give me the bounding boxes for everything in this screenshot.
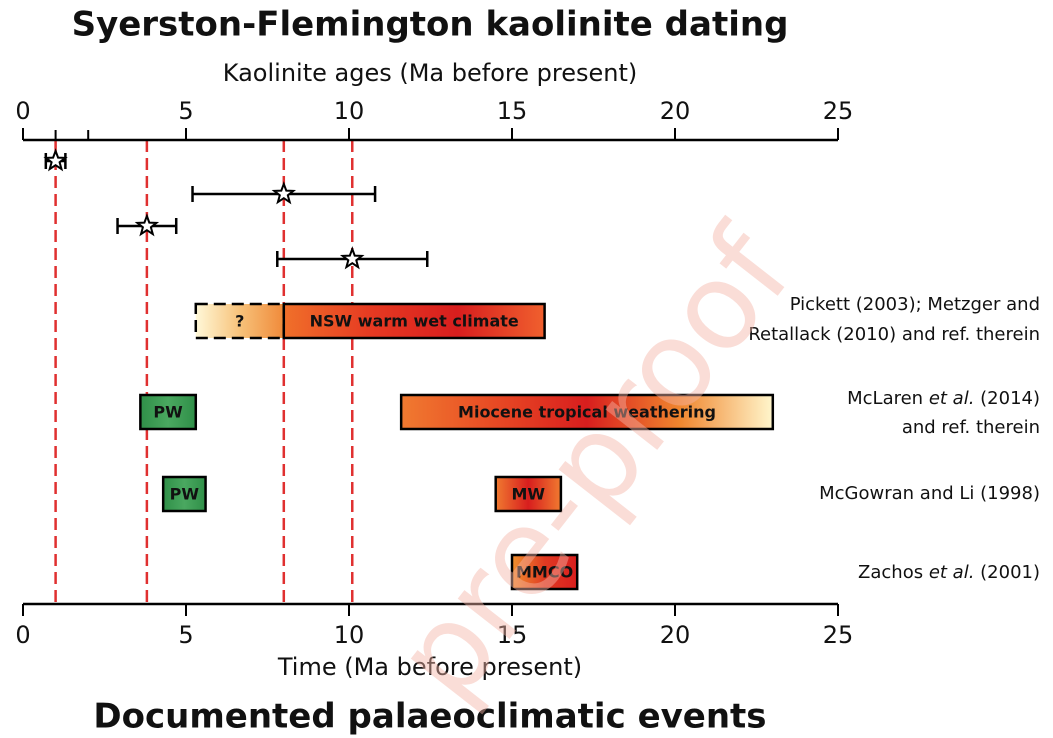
reference-part: Pickett (2003); Metzger and [790,294,1040,315]
age-star [271,181,297,205]
bottom-title: Documented palaeoclimatic events [93,697,766,737]
reference-part: et al. [929,388,975,409]
event-label: PW [170,485,200,504]
event-bar [510,553,579,591]
event-bar [494,475,563,513]
event-bar [161,475,207,513]
chart-title: Syerston-Flemington kaolinite dating [72,5,789,45]
event-bar [139,393,198,431]
bottom-tick-label: 0 [15,621,30,649]
top-axis-label: Kaolinite ages (Ma before present) [223,59,637,87]
reference: Pickett (2003); Metzger and [790,294,1040,315]
reference: McLaren et al. (2014) [847,388,1040,409]
event-label: MW [512,485,546,504]
reference: Retallack (2010) and ref. therein [748,324,1040,345]
event-label: MMCO [516,563,573,582]
watermark: pre-proof [369,203,820,726]
top-tick-label: 5 [178,97,193,125]
bottom-tick-label: 15 [497,621,528,649]
reference: Zachos et al. (2001) [858,562,1040,583]
bottom-axis-label: Time (Ma before present) [277,653,582,681]
event-bar [282,302,546,340]
reference-part: (2014) [974,388,1040,409]
reference: and ref. therein [902,417,1040,438]
age-star [134,213,160,237]
reference: McGowran and Li (1998) [819,483,1040,504]
bottom-tick-label: 25 [823,621,854,649]
age-star [339,246,365,270]
event-label: ? [235,312,244,331]
reference-part: Zachos [858,562,929,583]
top-tick-label: 20 [660,97,691,125]
top-tick-label: 10 [334,97,365,125]
event-label: NSW warm wet climate [310,312,519,331]
reference-part: McLaren [847,388,929,409]
reference-part: McGowran and Li (1998) [819,483,1040,504]
bottom-tick-label: 10 [334,621,365,649]
event-label: Miocene tropical weathering [458,403,716,422]
event-label: PW [153,403,183,422]
event-bar [399,393,775,431]
reference-part: and ref. therein [902,417,1040,438]
bottom-tick-label: 20 [660,621,691,649]
top-tick-label: 0 [15,97,30,125]
reference-part: et al. [929,562,975,583]
reference-part: Retallack (2010) and ref. therein [748,324,1040,345]
reference-part: (2001) [974,562,1040,583]
event-bar [194,302,286,340]
bottom-tick-label: 5 [178,621,193,649]
top-tick-label: 15 [497,97,528,125]
age-star [43,148,68,172]
top-tick-label: 25 [823,97,854,125]
